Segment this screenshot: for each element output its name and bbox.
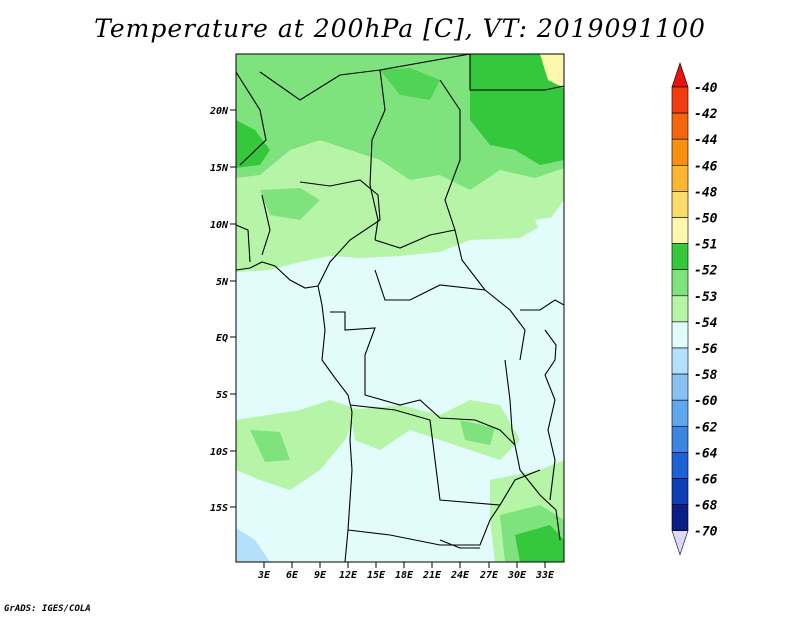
colorbar-label: -70: [694, 525, 718, 540]
colorbar-label: -40: [694, 81, 718, 96]
colorbar-label: -66: [694, 473, 718, 488]
lon-label-12e: 12E: [339, 570, 358, 581]
lat-label-15n: 15N: [210, 163, 229, 174]
lat-ticks: [230, 109, 236, 508]
colorbar-swatch: [671, 243, 689, 271]
colorbar-swatch: [671, 478, 689, 505]
colorbar-label: -68: [694, 499, 718, 514]
colorbar-swatch: [671, 399, 689, 427]
colorbar-label: -56: [694, 342, 718, 357]
colorbar-label: -64: [694, 446, 718, 461]
colorbar-swatch: [671, 165, 689, 192]
colorbar-swatch: [671, 347, 689, 375]
lon-label-21e: 21E: [422, 570, 442, 581]
country-borders: [236, 54, 564, 562]
lon-label-30e: 30E: [507, 570, 527, 581]
colorbar-top-arrow: [671, 62, 689, 88]
colorbar-swatch: [671, 373, 689, 401]
colorbar-label: -42: [694, 107, 718, 122]
credit-label: GrADS: IGES/COLA: [4, 604, 91, 614]
lat-label-20n: 20N: [209, 106, 229, 117]
lat-label-5n: 5N: [216, 277, 229, 288]
colorbar-label: -52: [694, 264, 718, 279]
colorbar-swatch: [671, 112, 689, 140]
colorbar-swatch: [671, 86, 689, 114]
colorbar-label: -44: [694, 133, 718, 148]
map-title: Temperature at 200hPa [C], VT: 201909110…: [94, 14, 706, 43]
colorbar: -40 -42 -44 -46 -48 -50 -51 -52 -53 -54 -56 -58 -60 -…: [671, 62, 718, 556]
colorbar-swatch: [671, 321, 689, 349]
colorbar-swatch: [671, 425, 689, 453]
colorbar-label: -58: [694, 368, 718, 383]
lon-label-24e: 24E: [450, 570, 470, 581]
lon-label-3e: 3E: [257, 570, 271, 581]
colorbar-label: -62: [694, 420, 718, 435]
colorbar-label: -50: [694, 212, 718, 227]
colorbar-swatch: [671, 452, 689, 479]
lat-label-15s: 15S: [210, 503, 228, 514]
colorbar-swatch: [671, 504, 689, 532]
colorbar-swatch: [671, 269, 689, 297]
colorbar-swatch: [671, 138, 689, 166]
lat-label-eq: EQ: [216, 333, 228, 344]
map-frame: [235, 53, 565, 563]
lon-label-15e: 15E: [367, 570, 386, 581]
lon-label-33e: 33E: [535, 570, 555, 581]
lon-label-9e: 9E: [314, 570, 327, 581]
lat-label-10n: 10N: [210, 220, 229, 231]
lon-label-6e: 6E: [286, 570, 299, 581]
colorbar-label: -51: [694, 238, 717, 253]
colorbar-label: -54: [694, 316, 718, 331]
colorbar-label: -53: [694, 290, 718, 305]
colorbar-label: -46: [694, 159, 718, 174]
colorbar-swatch: [671, 217, 689, 244]
lat-label-10s: 10S: [210, 447, 228, 458]
colorbar-swatch: [671, 191, 689, 218]
colorbar-label: -60: [694, 394, 718, 409]
lon-ticks: [263, 562, 546, 568]
lon-label-18e: 18E: [395, 570, 414, 581]
colorbar-swatch: [671, 295, 689, 323]
lat-label-5s: 5S: [216, 390, 228, 401]
temperature-field: [236, 54, 564, 562]
colorbar-label: -48: [694, 185, 718, 200]
lon-label-27e: 27E: [479, 570, 499, 581]
colorbar-bottom-arrow: [671, 530, 689, 556]
